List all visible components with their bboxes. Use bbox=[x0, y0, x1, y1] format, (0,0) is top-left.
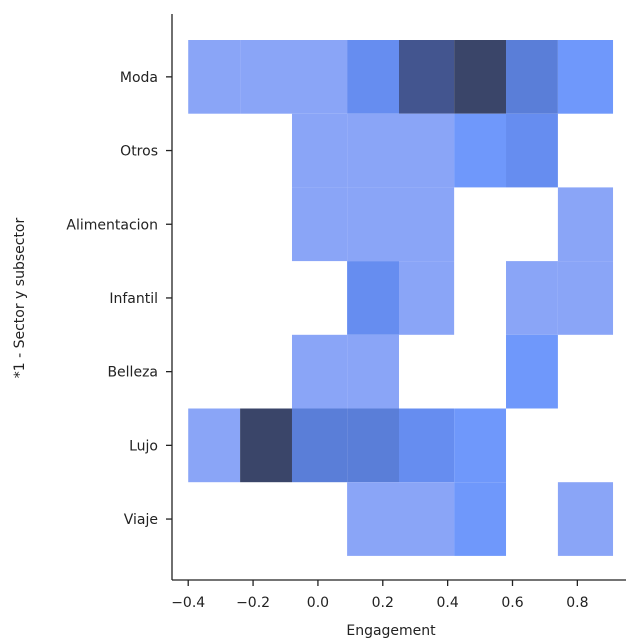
y-tick-label: Belleza bbox=[107, 365, 158, 381]
heatmap-cell bbox=[506, 261, 558, 335]
heatmap-cell bbox=[347, 261, 399, 335]
heatmap-cell bbox=[291, 334, 348, 409]
x-tick-label: 0.6 bbox=[501, 595, 523, 611]
heatmap-cell bbox=[291, 408, 348, 483]
y-tick-label: Moda bbox=[120, 70, 158, 86]
x-tick-label: 0.0 bbox=[307, 595, 329, 611]
x-tick-label: 0.4 bbox=[437, 595, 459, 611]
heatmap-cells bbox=[188, 40, 614, 556]
heatmap-cell bbox=[347, 334, 399, 409]
x-tick-label: −0.4 bbox=[171, 595, 205, 611]
heatmap-cell bbox=[557, 482, 614, 556]
heatmap-cell bbox=[399, 113, 455, 188]
heatmap-cell bbox=[240, 408, 292, 483]
y-tick-label: Infantil bbox=[109, 291, 158, 307]
heatmap-cell bbox=[291, 113, 348, 188]
heatmap-cell bbox=[399, 187, 455, 262]
heatmap-cell bbox=[347, 187, 399, 262]
heatmap-cell bbox=[506, 113, 558, 188]
heatmap-cell bbox=[454, 408, 507, 483]
x-axis-ticks: −0.4 −0.2 0.0 0.2 0.4 0.6 0.8 bbox=[171, 580, 588, 611]
heatmap-cell bbox=[240, 40, 292, 114]
heatmap-cell bbox=[454, 113, 507, 188]
heatmap-cell bbox=[188, 40, 241, 114]
heatmap-cell bbox=[557, 261, 614, 335]
heatmap-cell bbox=[399, 408, 455, 483]
heatmap-cell bbox=[347, 40, 399, 114]
heatmap-cell bbox=[557, 187, 614, 262]
heatmap-cell bbox=[399, 261, 455, 335]
heatmap-cell bbox=[347, 408, 399, 483]
heatmap-cell bbox=[291, 40, 348, 114]
y-tick-label: Lujo bbox=[129, 438, 158, 454]
heatmap-cell bbox=[454, 482, 507, 556]
y-axis-title: *1 - Sector y subsector bbox=[12, 218, 28, 379]
heatmap-cell bbox=[347, 113, 399, 188]
heatmap-cell bbox=[188, 408, 241, 483]
y-tick-label: Viaje bbox=[124, 512, 158, 528]
heatmap-cell bbox=[557, 40, 614, 114]
y-tick-label: Alimentacion bbox=[66, 217, 158, 233]
heatmap-cell bbox=[454, 40, 507, 114]
x-tick-label: 0.2 bbox=[372, 595, 394, 611]
x-tick-label: −0.2 bbox=[236, 595, 270, 611]
heatmap-cell bbox=[347, 482, 399, 556]
heatmap-cell bbox=[291, 187, 348, 262]
heatmap-cell bbox=[506, 40, 558, 114]
y-axis-ticks: Moda Otros Alimentacion Infantil Belleza Lujo… bbox=[66, 70, 172, 528]
x-tick-label: 0.8 bbox=[566, 595, 588, 611]
y-tick-label: Otros bbox=[120, 144, 158, 160]
heatmap-cell bbox=[506, 334, 558, 409]
heatmap-cell bbox=[399, 482, 455, 556]
heatmap-cell bbox=[399, 40, 455, 114]
x-axis-title: Engagement bbox=[346, 623, 436, 638]
